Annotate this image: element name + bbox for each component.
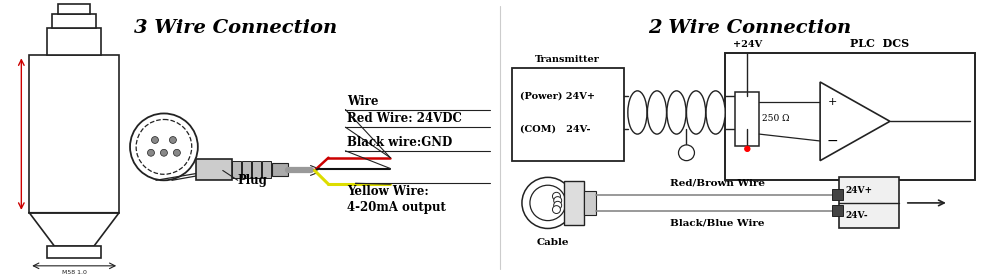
Bar [29, 55, 119, 213]
Bar [47, 246, 101, 258]
Ellipse shape [647, 91, 667, 134]
Text: (Power) 24V+: (Power) 24V+ [520, 91, 595, 100]
Circle shape [130, 114, 198, 180]
Circle shape [522, 177, 574, 229]
Circle shape [679, 145, 694, 161]
Text: 2 Wire Connection: 2 Wire Connection [648, 19, 851, 37]
Text: Black wire:GND: Black wire:GND [347, 136, 453, 149]
Text: Wire: Wire [347, 94, 379, 107]
Bar [839, 177, 899, 229]
Text: Yellow Wire:
4-20mA output: Yellow Wire: 4-20mA output [347, 185, 446, 214]
Circle shape [151, 137, 158, 143]
Text: M58 1.0: M58 1.0 [62, 270, 87, 275]
Bar [832, 205, 843, 216]
Circle shape [554, 197, 562, 204]
Text: +24V: +24V [733, 40, 762, 48]
Bar [252, 161, 261, 178]
Text: Cable: Cable [537, 238, 569, 247]
Bar [564, 181, 584, 225]
Bar [47, 28, 101, 55]
Circle shape [552, 192, 560, 200]
Circle shape [552, 206, 560, 214]
Bar [262, 161, 271, 178]
Ellipse shape [628, 91, 647, 134]
Circle shape [745, 146, 750, 151]
Bar [832, 189, 843, 200]
Text: +: + [827, 97, 837, 107]
Circle shape [173, 149, 180, 156]
Bar [52, 14, 96, 28]
Text: 24V+: 24V+ [845, 186, 872, 195]
Circle shape [554, 201, 562, 209]
Text: 3 Wire Connection: 3 Wire Connection [134, 19, 337, 37]
Text: Transmitter: Transmitter [535, 55, 600, 64]
Circle shape [530, 185, 566, 220]
Text: (COM)   24V-: (COM) 24V- [520, 125, 590, 134]
Bar [58, 4, 90, 14]
Bar [272, 163, 288, 176]
Text: Black/Blue Wire: Black/Blue Wire [670, 219, 765, 228]
Bar [196, 159, 232, 180]
Circle shape [169, 137, 176, 143]
Text: Red Wire: 24VDC: Red Wire: 24VDC [347, 112, 462, 125]
Bar [725, 53, 975, 180]
Bar [232, 161, 241, 178]
Ellipse shape [667, 91, 686, 134]
Bar [735, 92, 759, 146]
Text: Red/Brown Wire: Red/Brown Wire [670, 178, 765, 187]
Text: 250 Ω: 250 Ω [762, 114, 790, 123]
Ellipse shape [706, 91, 725, 134]
Bar [242, 161, 251, 178]
Circle shape [160, 149, 167, 156]
Text: 24V-: 24V- [845, 211, 868, 220]
Circle shape [147, 149, 154, 156]
Ellipse shape [686, 91, 706, 134]
Bar [512, 68, 624, 161]
Text: Plug: Plug [238, 174, 268, 187]
Text: PLC  DCS: PLC DCS [850, 38, 910, 48]
Bar [584, 191, 596, 215]
Text: −: − [826, 134, 838, 148]
Polygon shape [820, 82, 890, 161]
Circle shape [136, 119, 192, 174]
